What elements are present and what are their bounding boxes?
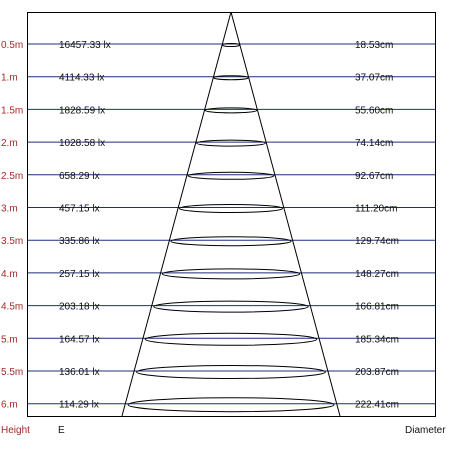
illuminance-label: 1828.59 lx [59, 105, 105, 116]
height-label: 5.m [1, 334, 18, 345]
illuminance-label: 457.15 lx [59, 204, 100, 215]
illuminance-label: 658.29 lx [59, 171, 100, 182]
illuminance-label: 203.18 lx [59, 302, 100, 313]
diameter-label: 55.60cm [355, 105, 393, 116]
height-grid-lines [28, 43, 435, 405]
diameter-label: 74.14cm [355, 138, 393, 149]
beam-cross-section [179, 204, 283, 213]
diameter-axis-label: Diameter [405, 425, 446, 436]
beam-cross-section [196, 139, 266, 147]
beam-cross-section [204, 107, 258, 114]
height-label: 3.m [1, 204, 18, 215]
beam-left-edge [121, 11, 232, 417]
diameter-label: 166.81cm [355, 302, 399, 313]
illuminance-label: 164.57 lx [59, 334, 100, 345]
beam-cross-section [153, 300, 309, 313]
footer: Height E Diameter [1, 425, 446, 436]
height-label: 4.m [1, 269, 18, 280]
diameter-label: 129.74cm [355, 236, 399, 247]
height-label: 5.5m [1, 367, 23, 378]
beam-cross-section [187, 171, 275, 180]
height-label: 3.5m [1, 236, 23, 247]
beam-cross-section [144, 332, 318, 346]
illuminance-label: 16457.33 lx [59, 40, 111, 51]
diameter-label: 222.41cm [355, 400, 399, 411]
light-beam [121, 11, 341, 417]
diameter-label: 18.53cm [355, 40, 393, 51]
height-label: 6.m [1, 400, 18, 411]
height-axis-label: Height [1, 425, 30, 436]
illuminance-label: 114.29 lx [59, 400, 99, 411]
diameter-label: 148.27cm [355, 269, 399, 280]
height-label: 4.5m [1, 302, 23, 313]
illuminance-axis-label: E [58, 425, 65, 436]
diameter-label: 37.07cm [355, 73, 393, 84]
diameter-label: 111.20cm [355, 204, 397, 215]
illuminance-label: 1028.58 lx [59, 138, 105, 149]
beam-cross-section [127, 397, 335, 413]
illuminance-label: 257.15 lx [59, 269, 100, 280]
illuminance-label: 335.86 lx [59, 236, 100, 247]
diameter-label: 203.87cm [355, 367, 399, 378]
illuminance-label: 4114.33 lx [59, 73, 104, 84]
row-labels: 0.5m 16457.33 lx 18.53cm 1.m 4114.33 lx 37.07… [1, 40, 399, 411]
beam-cross-section [170, 236, 292, 247]
beam-cross-section [136, 365, 326, 379]
illuminance-label: 136.01 lx [59, 367, 100, 378]
height-label: 1.m [1, 73, 18, 84]
beam-cross-section [213, 75, 249, 81]
height-label: 2.m [1, 138, 18, 149]
diameter-label: 185.34cm [355, 334, 399, 345]
beam-right-edge [230, 11, 341, 417]
beam-cross-section [221, 43, 241, 47]
beam-cross-section [161, 268, 301, 280]
height-label: 1.5m [1, 105, 23, 116]
height-label: 0.5m [1, 40, 23, 51]
diameter-label: 92.67cm [355, 171, 393, 182]
height-label: 2.5m [1, 171, 23, 182]
